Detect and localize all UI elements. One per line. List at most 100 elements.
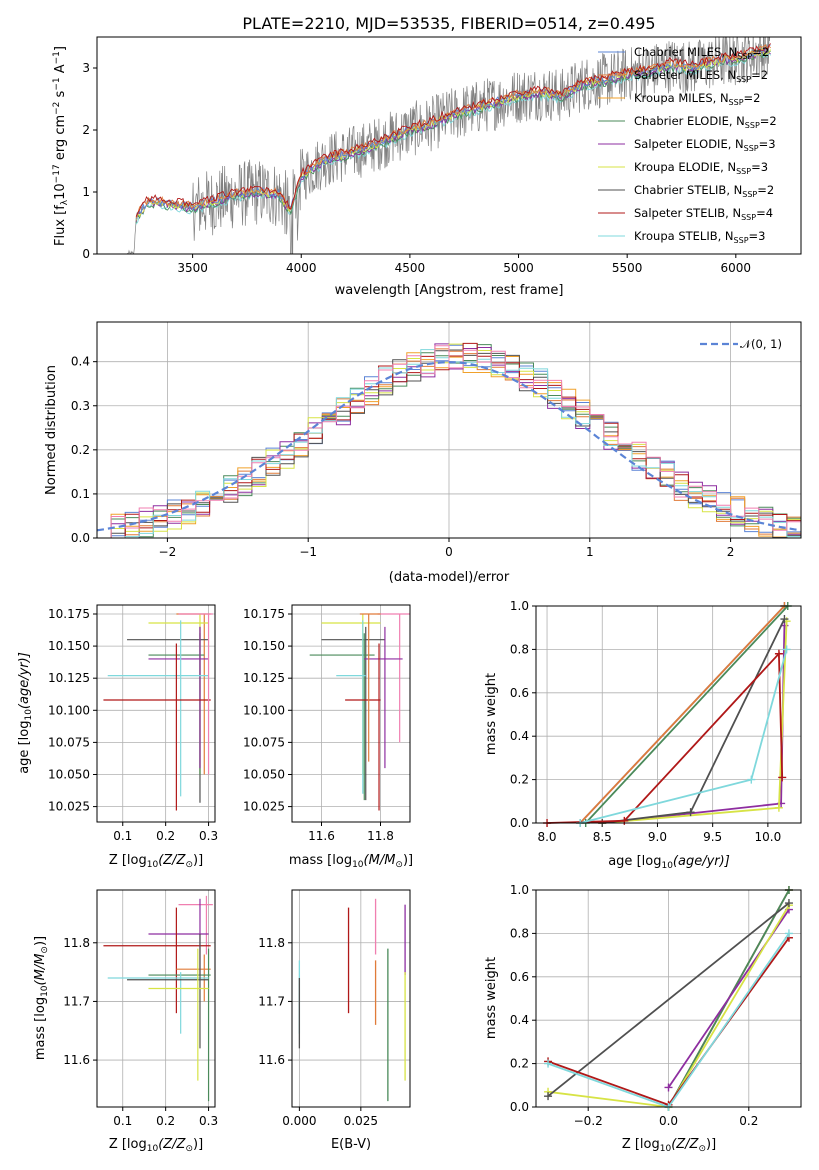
x-axis-label: mass [log10(M/M⊙)] bbox=[289, 853, 413, 870]
label-part: ⊙ bbox=[395, 860, 403, 870]
y-tick-label: 10.125 bbox=[48, 671, 90, 685]
legend-subscript: SSP bbox=[742, 190, 757, 199]
y-tick-label: 10.050 bbox=[243, 767, 285, 781]
label-part: )] bbox=[193, 853, 203, 868]
y-tick-label: 0.3 bbox=[71, 399, 90, 413]
legend-text: Kroupa STELIB, N bbox=[634, 229, 734, 243]
label-part: mass [log bbox=[289, 853, 352, 868]
x-tick-label: 5000 bbox=[503, 261, 534, 275]
plus-marker bbox=[544, 1059, 553, 1068]
y-tick-label: 0.4 bbox=[510, 1013, 529, 1027]
y-tick-label: 10.125 bbox=[243, 671, 285, 685]
y-tick-label: 0.4 bbox=[71, 355, 90, 369]
y-tick-label: 10.025 bbox=[48, 800, 90, 814]
y-tick-label: 1.0 bbox=[510, 883, 529, 897]
label-part: Flux [f bbox=[53, 205, 68, 246]
x-tick-label: 10.0 bbox=[755, 830, 782, 844]
label-part: −17 bbox=[52, 164, 62, 183]
y-tick-label: 10.025 bbox=[243, 800, 285, 814]
x-tick-label: 8.5 bbox=[593, 830, 612, 844]
plots-layer: 3500 4000 4500 5000 5500 6000 0 1 2 3 Chabrier MIL… bbox=[17, 36, 802, 1154]
label-part: s bbox=[53, 90, 68, 101]
x-tick-label: 0.2 bbox=[156, 1114, 175, 1128]
y-tick-label: 0.0 bbox=[510, 1100, 529, 1114]
legend-subscript: SSP bbox=[736, 75, 751, 84]
legend-subscript: SSP bbox=[729, 98, 744, 107]
model-spectrum-salpeter-stelib bbox=[135, 43, 771, 217]
legend-label: Chabrier STELIB, NSSP=2 bbox=[634, 183, 774, 199]
x-axis-label: Z [log10(Z/Z⊙)] bbox=[109, 1137, 203, 1154]
plus-marker bbox=[784, 899, 793, 908]
legend-text: Salpeter STELIB, N bbox=[634, 206, 741, 220]
label-part: erg cm bbox=[53, 115, 68, 164]
y-tick-label: 11.6 bbox=[63, 1053, 90, 1067]
legend-label: Kroupa ELODIE, NSSP=3 bbox=[634, 160, 768, 176]
label-part: )] bbox=[706, 1137, 716, 1152]
axes-age_vs_Z: 0.1 0.2 0.3 10.025 10.050 10.075 10.100 10.125 1… bbox=[17, 604, 218, 870]
y-tick-label: 0.2 bbox=[510, 1057, 529, 1071]
axes-frame bbox=[96, 36, 802, 255]
plus-marker bbox=[686, 808, 695, 817]
x-tick-label: 4500 bbox=[395, 261, 426, 275]
legend-subscript: SSP bbox=[737, 52, 752, 61]
label-part: mass [log bbox=[33, 997, 48, 1060]
x-tick-label: 6000 bbox=[721, 261, 752, 275]
label-part: )] bbox=[33, 936, 48, 946]
y-tick-label: 10.075 bbox=[48, 735, 90, 749]
y-tick-label: 1 bbox=[82, 185, 90, 199]
model-spectrum-salpeter-miles bbox=[135, 44, 771, 219]
y-tick-label: 10.100 bbox=[48, 703, 90, 717]
axes-frame bbox=[291, 604, 411, 823]
figure-title: PLATE=2210, MJD=53535, FIBERID=0514, z=0… bbox=[242, 14, 655, 33]
y-tick-label: 11.8 bbox=[63, 936, 90, 950]
y-tick-label: 0.4 bbox=[510, 729, 529, 743]
x-tick-label: 9.0 bbox=[648, 830, 667, 844]
legend-subscript: SSP bbox=[745, 121, 760, 130]
label-part: λ bbox=[60, 199, 70, 205]
y-tick-label: 0 bbox=[82, 247, 90, 261]
x-tick-label: 0.000 bbox=[282, 1114, 316, 1128]
plus-marker bbox=[747, 775, 756, 784]
label-part: )] bbox=[193, 1137, 203, 1152]
axes-frame bbox=[291, 889, 411, 1108]
legend-value: =3 bbox=[751, 160, 768, 174]
x-axis-label: E(B-V) bbox=[331, 1137, 371, 1152]
label-part: 10 bbox=[660, 1144, 672, 1154]
weight-line-chabrier-stelib bbox=[547, 902, 790, 1097]
legend-text: Chabrier ELODIE, N bbox=[634, 114, 745, 128]
y-axis-label: mass [log10(M/M⊙)] bbox=[33, 936, 50, 1060]
axes-frame bbox=[535, 889, 802, 1108]
x-tick-label: 4000 bbox=[286, 261, 317, 275]
label-part: Z [log bbox=[109, 1137, 147, 1152]
y-tick-label: 0.8 bbox=[510, 642, 529, 656]
y-tick-label: 0.0 bbox=[510, 816, 529, 830]
y-tick-label: 10.075 bbox=[243, 735, 285, 749]
legend-subscript: SSP bbox=[741, 213, 756, 222]
x-axis-label: Z [log10(Z/Z⊙)] bbox=[109, 853, 203, 870]
x-tick-label: 8.0 bbox=[537, 830, 556, 844]
y-axis-label: mass weight bbox=[484, 957, 499, 1039]
label-part: (M/M bbox=[364, 853, 396, 868]
legend-value: =2 bbox=[760, 114, 777, 128]
legend-label: Chabrier ELODIE, NSSP=2 bbox=[634, 114, 777, 130]
legend-value: =3 bbox=[759, 137, 776, 151]
x-tick-label: 3500 bbox=[177, 261, 208, 275]
y-axis-label: Flux [fλ10−17 erg cm−2 s−1 A−1] bbox=[52, 46, 70, 246]
plus-marker bbox=[774, 649, 783, 658]
legend-text: Kroupa ELODIE, N bbox=[634, 160, 736, 174]
x-tick-label: 11.8 bbox=[367, 829, 394, 843]
plus-marker bbox=[774, 803, 783, 812]
label-part: 10 bbox=[24, 709, 34, 721]
y-tick-label: 1.0 bbox=[510, 599, 529, 613]
legend-label: Chabrier MILES, NSSP=2 bbox=[634, 45, 769, 61]
y-tick-label: 0.0 bbox=[71, 531, 90, 545]
legend-text: Salpeter MILES, N bbox=[634, 68, 736, 82]
legend-label: Kroupa STELIB, NSSP=3 bbox=[634, 229, 765, 245]
legend-text: Kroupa MILES, N bbox=[634, 91, 729, 105]
label-part: (M/M bbox=[33, 954, 48, 986]
weight-line-chabrier-elodie bbox=[585, 605, 789, 824]
axes-weight_vs_age: 8.0 8.5 9.0 9.5 10.0 0.0 0.2 0.4 0.6 0.8 1.0 age [l… bbox=[484, 599, 802, 871]
x-tick-label: 0.3 bbox=[199, 1114, 218, 1128]
label-part: −1 bbox=[52, 51, 62, 64]
